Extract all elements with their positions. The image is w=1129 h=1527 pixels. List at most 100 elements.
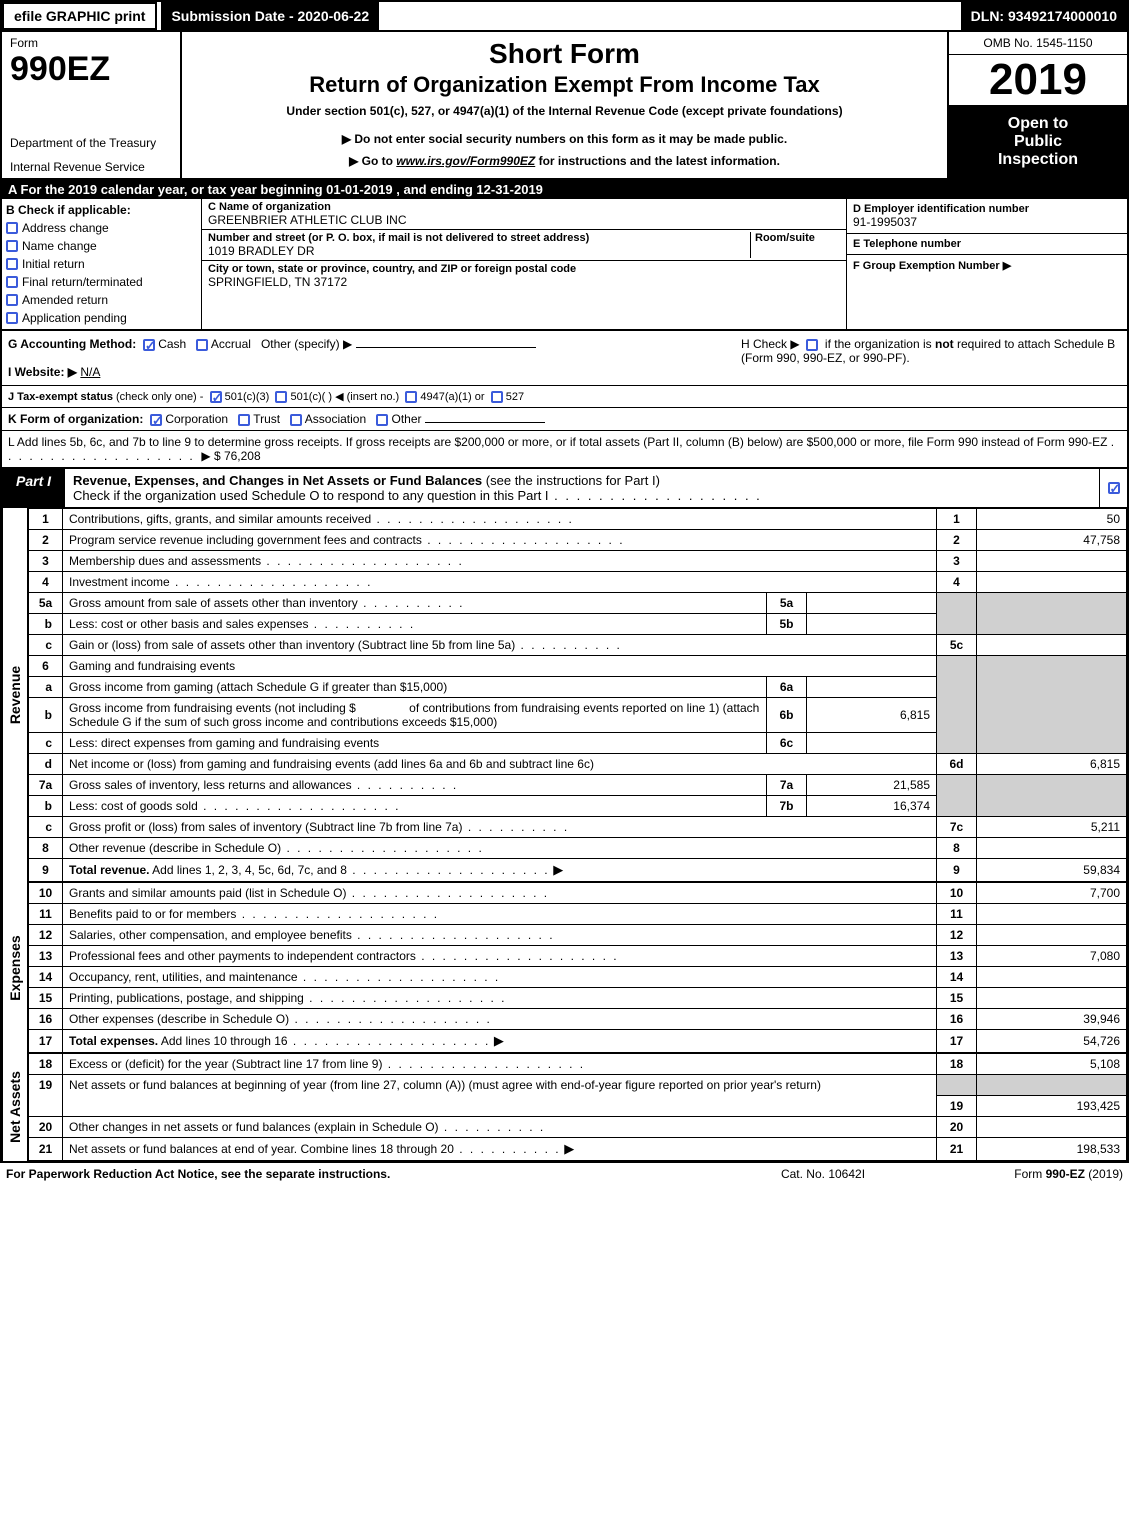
ein-value: 91-1995037 <box>853 215 1121 229</box>
ssn-warning: ▶ Do not enter social security numbers o… <box>192 132 937 146</box>
line-9: 9Total revenue. Add lines 1, 2, 3, 4, 5c… <box>29 859 1127 882</box>
omb-number: OMB No. 1545-1150 <box>949 32 1127 55</box>
revenue-section: Revenue 1Contributions, gifts, grants, a… <box>2 508 1127 882</box>
gross-receipts-value: ▶ $ 76,208 <box>201 449 260 463</box>
line-7c: cGross profit or (loss) from sales of in… <box>29 817 1127 838</box>
accounting-method-label: G Accounting Method: <box>8 337 136 351</box>
row-k: K Form of organization: Corporation Trus… <box>2 408 1127 431</box>
dept-treasury: Department of the Treasury <box>10 136 172 150</box>
chk-address-change[interactable]: Address change <box>6 221 197 235</box>
line-20: 20Other changes in net assets or fund ba… <box>29 1116 1127 1137</box>
city-label: City or town, state or province, country… <box>208 263 840 275</box>
room-suite-label: Room/suite <box>755 232 840 244</box>
line-14: 14Occupancy, rent, utilities, and mainte… <box>29 967 1127 988</box>
net-assets-side-label: Net Assets <box>7 1071 23 1143</box>
chk-final-return[interactable]: Final return/terminated <box>6 275 197 289</box>
chk-application-pending[interactable]: Application pending <box>6 311 197 325</box>
expenses-section: Expenses 10Grants and similar amounts pa… <box>2 882 1127 1053</box>
chk-schedule-b[interactable] <box>806 339 818 351</box>
line-13: 13Professional fees and other payments t… <box>29 946 1127 967</box>
catalog-number: Cat. No. 10642I <box>723 1167 923 1181</box>
chk-corporation[interactable] <box>150 414 162 426</box>
paperwork-notice: For Paperwork Reduction Act Notice, see … <box>6 1167 723 1181</box>
row-g-h: G Accounting Method: Cash Accrual Other … <box>2 331 1127 386</box>
dept-irs: Internal Revenue Service <box>10 160 172 174</box>
chk-initial-return[interactable]: Initial return <box>6 257 197 271</box>
phone-label: E Telephone number <box>853 238 1121 250</box>
group-exemption-label: F Group Exemption Number ▶ <box>853 259 1121 272</box>
chk-name-change[interactable]: Name change <box>6 239 197 253</box>
line-7a: 7aGross sales of inventory, less returns… <box>29 775 1127 796</box>
line-1: 1Contributions, gifts, grants, and simil… <box>29 509 1127 530</box>
chk-4947[interactable] <box>405 391 417 403</box>
line-6a: aGross income from gaming (attach Schedu… <box>29 677 1127 698</box>
chk-other-org[interactable] <box>376 414 388 426</box>
website-value: N/A <box>80 365 100 379</box>
chk-association[interactable] <box>290 414 302 426</box>
row-j: J Tax-exempt status (check only one) - 5… <box>2 386 1127 408</box>
line-15: 15Printing, publications, postage, and s… <box>29 988 1127 1009</box>
expenses-side-label: Expenses <box>7 935 23 1000</box>
chk-501c3[interactable] <box>210 391 222 403</box>
street-label: Number and street (or P. O. box, if mail… <box>208 232 750 244</box>
efile-print-button[interactable]: efile GRAPHIC print <box>2 2 157 30</box>
short-form-title: Short Form <box>192 38 937 70</box>
irs-link[interactable]: www.irs.gov/Form990EZ <box>396 154 535 168</box>
ein-label: D Employer identification number <box>853 203 1121 215</box>
line-12: 12Salaries, other compensation, and empl… <box>29 925 1127 946</box>
line-18: 18Excess or (deficit) for the year (Subt… <box>29 1054 1127 1075</box>
line-17: 17Total expenses. Add lines 10 through 1… <box>29 1030 1127 1053</box>
org-name: GREENBRIER ATHLETIC CLUB INC <box>208 213 840 227</box>
chk-schedule-o-part-i[interactable] <box>1108 482 1120 494</box>
submission-date-badge: Submission Date - 2020-06-22 <box>161 2 379 30</box>
form-header: Form 990EZ Department of the Treasury In… <box>2 32 1127 180</box>
line-5a: 5aGross amount from sale of assets other… <box>29 593 1127 614</box>
part-i-tag: Part I <box>2 469 65 507</box>
org-name-label: C Name of organization <box>208 201 840 213</box>
chk-cash[interactable] <box>143 339 155 351</box>
line-6: 6Gaming and fundraising events <box>29 656 1127 677</box>
return-title: Return of Organization Exempt From Incom… <box>192 72 937 98</box>
line-6d: dNet income or (loss) from gaming and fu… <box>29 754 1127 775</box>
top-bar: efile GRAPHIC print Submission Date - 20… <box>2 2 1127 32</box>
line-21: 21Net assets or fund balances at end of … <box>29 1137 1127 1160</box>
chk-527[interactable] <box>491 391 503 403</box>
net-assets-section: Net Assets 18Excess or (deficit) for the… <box>2 1053 1127 1161</box>
row-l: L Add lines 5b, 6c, and 7b to line 9 to … <box>2 431 1127 468</box>
line-19: 19193,425 <box>29 1095 1127 1116</box>
line-6c: cLess: direct expenses from gaming and f… <box>29 733 1127 754</box>
line-19-top: 19Net assets or fund balances at beginni… <box>29 1075 1127 1096</box>
tax-year: 2019 <box>949 55 1127 106</box>
page-footer: For Paperwork Reduction Act Notice, see … <box>0 1163 1129 1185</box>
line-3: 3Membership dues and assessments3 <box>29 551 1127 572</box>
line-5b: bLess: cost or other basis and sales exp… <box>29 614 1127 635</box>
chk-accrual[interactable] <box>196 339 208 351</box>
form-ref: Form 990-EZ (2019) <box>923 1167 1123 1181</box>
line-7b: bLess: cost of goods sold7b16,374 <box>29 796 1127 817</box>
website-label: I Website: ▶ <box>8 365 77 379</box>
line-2: 2Program service revenue including gover… <box>29 530 1127 551</box>
form-word: Form <box>10 36 172 50</box>
org-info-grid: B Check if applicable: Address change Na… <box>2 199 1127 331</box>
line-8: 8Other revenue (describe in Schedule O)8 <box>29 838 1127 859</box>
line-11: 11Benefits paid to or for members11 <box>29 904 1127 925</box>
open-to-public-badge: Open to Public Inspection <box>949 106 1127 178</box>
chk-amended-return[interactable]: Amended return <box>6 293 197 307</box>
chk-trust[interactable] <box>238 414 250 426</box>
form-number: 990EZ <box>10 50 172 89</box>
dln-badge: DLN: 93492174000010 <box>961 2 1127 30</box>
part-i-header: Part I Revenue, Expenses, and Changes in… <box>2 468 1127 508</box>
line-16: 16Other expenses (describe in Schedule O… <box>29 1009 1127 1030</box>
city-state-zip: SPRINGFIELD, TN 37172 <box>208 275 840 289</box>
section-b-header: B Check if applicable: <box>6 203 197 217</box>
under-section: Under section 501(c), 527, or 4947(a)(1)… <box>192 104 937 118</box>
street-address: 1019 BRADLEY DR <box>208 244 750 258</box>
line-6b: bGross income from fundraising events (n… <box>29 698 1127 733</box>
section-b: B Check if applicable: Address change Na… <box>2 199 202 329</box>
line-5c: cGain or (loss) from sale of assets othe… <box>29 635 1127 656</box>
line-10: 10Grants and similar amounts paid (list … <box>29 883 1127 904</box>
revenue-side-label: Revenue <box>7 666 23 724</box>
tax-period-row: A For the 2019 calendar year, or tax yea… <box>2 180 1127 199</box>
line-4: 4Investment income4 <box>29 572 1127 593</box>
chk-501c[interactable] <box>275 391 287 403</box>
